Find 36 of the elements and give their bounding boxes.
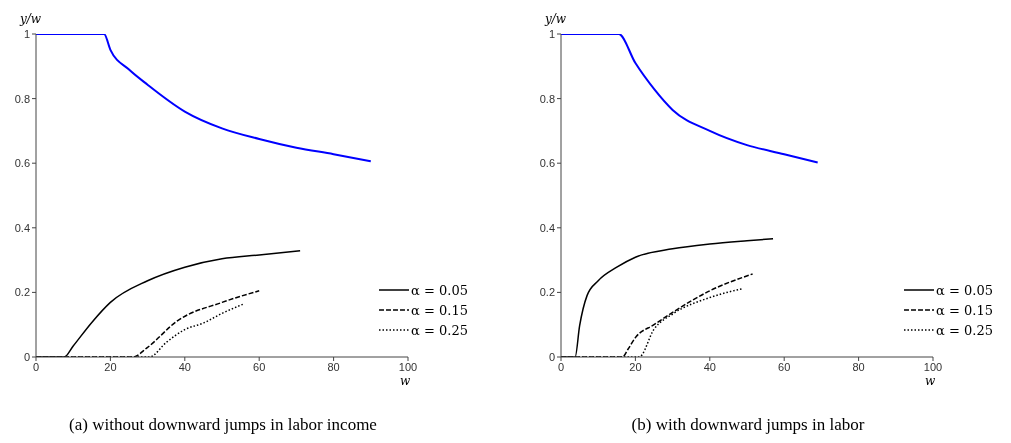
legend-label: α = 0.05 (411, 282, 468, 298)
y-tick-label: 1 (548, 27, 555, 40)
x-tick-label: 20 (104, 360, 117, 373)
x-tick-label: 0 (557, 360, 565, 373)
y-tick-label: 0 (548, 350, 555, 363)
legend-label: α = 0.25 (936, 322, 993, 338)
y-tick-label: 1 (23, 27, 30, 40)
x-tick-label: 60 (778, 360, 791, 373)
y-tick-label: 0.6 (539, 157, 555, 170)
legend-label: α = 0.05 (936, 282, 993, 298)
legend-label: α = 0.15 (411, 302, 468, 318)
legend-label: α = 0.25 (411, 322, 468, 338)
x-axis-title: w (400, 374, 411, 388)
y-tick-label: 0.2 (14, 286, 30, 299)
y-tick-label: 0.6 (14, 157, 30, 170)
x-tick-label: 40 (178, 360, 191, 373)
y-tick-label: 0.4 (14, 221, 30, 234)
y-tick-label: 0 (23, 350, 30, 363)
y-axis-title: y/w (20, 12, 42, 26)
y-tick-label: 0.4 (539, 221, 555, 234)
y-tick-label: 0.8 (539, 92, 555, 105)
text: (a) without downward jumps in labor income (68, 415, 378, 435)
x-tick-label: 100 (923, 360, 943, 373)
x-tick-label: 20 (629, 360, 642, 373)
x-tick-label: 100 (398, 360, 418, 373)
x-tick-label: 0 (32, 360, 40, 373)
x-tick-label: 80 (327, 360, 340, 373)
y-axis-title: y/w (545, 12, 567, 26)
text: (b) with downward jumps in labor (630, 415, 866, 435)
x-tick-label: 40 (703, 360, 716, 373)
legend-label: α = 0.15 (936, 302, 993, 318)
y-tick-label: 0.8 (14, 92, 30, 105)
x-tick-label: 80 (852, 360, 865, 373)
y-tick-label: 0.2 (539, 286, 555, 299)
x-axis-title: w (925, 374, 936, 388)
x-tick-label: 60 (253, 360, 266, 373)
